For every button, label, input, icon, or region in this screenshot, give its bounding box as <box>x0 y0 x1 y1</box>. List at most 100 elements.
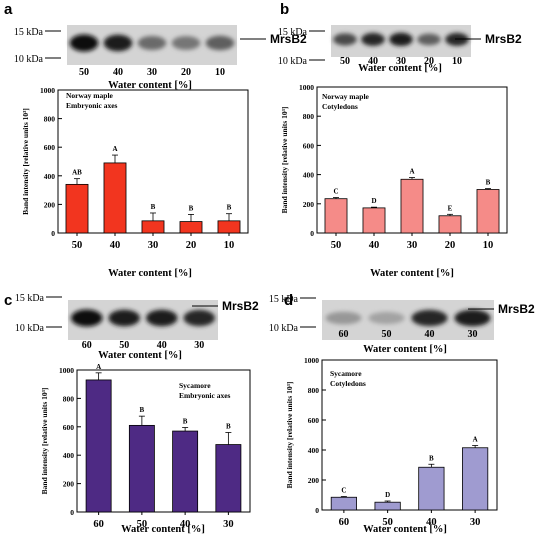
bar <box>362 207 386 234</box>
bar <box>400 178 424 234</box>
bar <box>215 444 242 513</box>
chart-annotation: Embryonic axes <box>66 101 118 110</box>
y-tick-label: 200 <box>44 200 56 209</box>
lane-label: 50 <box>119 340 129 351</box>
y-tick-label: 0 <box>51 229 55 238</box>
blot-band <box>205 35 235 51</box>
x-tick-label: 50 <box>137 519 148 530</box>
x-tick-label: 30 <box>470 517 481 528</box>
lane-label: 40 <box>113 67 123 78</box>
blot-band <box>361 32 385 46</box>
lane-label: 30 <box>396 56 406 67</box>
blot-xlabel: Water content [%] <box>108 80 192 91</box>
blot-xlabel: Water content [%] <box>358 63 442 74</box>
y-tick-label: 200 <box>308 476 320 485</box>
x-tick-label: 40 <box>369 240 380 251</box>
lane-label: 40 <box>157 340 167 351</box>
lane-label: 60 <box>82 340 92 351</box>
marker-10kda: 10 kDa <box>15 323 45 334</box>
chart-annotation: Embryonic axes <box>179 391 231 400</box>
y-tick-label: 400 <box>44 172 56 181</box>
lane-label: 40 <box>368 56 378 67</box>
protein-label: MrsB2 <box>222 299 259 313</box>
significance-letter: D <box>371 197 376 205</box>
y-tick-label: 600 <box>44 143 56 152</box>
x-tick-label: 10 <box>483 240 494 251</box>
significance-letter: B <box>183 418 188 426</box>
bar <box>438 215 462 234</box>
significance-letter: B <box>486 179 491 187</box>
x-axis-label: Water content [%] <box>370 268 454 279</box>
y-tick-label: 1000 <box>304 356 319 365</box>
lane-label: 60 <box>339 329 349 340</box>
plot-frame <box>76 369 251 513</box>
significance-letter: E <box>448 204 453 212</box>
bar <box>418 466 445 511</box>
lane-label: 50 <box>79 67 89 78</box>
bar <box>141 220 165 234</box>
lane-label: 30 <box>468 329 478 340</box>
significance-letter: A <box>473 436 478 444</box>
significance-letter: B <box>226 422 231 430</box>
y-tick-label: 0 <box>315 506 319 515</box>
marker-15kda: 15 kDa <box>15 293 45 304</box>
marker-10kda: 10 kDa <box>14 54 44 65</box>
significance-letter: A <box>112 145 117 153</box>
blot-band <box>411 309 448 327</box>
significance-letter: AB <box>72 169 82 177</box>
panel-c: c 15 kDa 10 kDa MrsB2 60 50 40 30 Water content … <box>4 292 259 535</box>
significance-letter: D <box>385 491 390 499</box>
bar <box>217 220 241 234</box>
lane-label: 10 <box>215 67 225 78</box>
x-tick-label: 30 <box>223 519 234 530</box>
blot-band <box>333 33 357 46</box>
x-tick-label: 40 <box>426 517 437 528</box>
chart-annotation: Norway maple <box>66 91 114 100</box>
panel-letter: d <box>284 292 293 309</box>
protein-label: MrsB2 <box>270 32 307 46</box>
y-tick-label: 800 <box>308 386 320 395</box>
lane-label: 50 <box>340 56 350 67</box>
lane-label: 20 <box>181 67 191 78</box>
chart-annotation: Cotyledons <box>322 102 358 111</box>
chart-annotation: Sycamore <box>330 369 362 378</box>
blot-band <box>325 311 362 325</box>
marker-15kda: 15 kDa <box>14 27 44 38</box>
blot-band <box>389 32 413 47</box>
significance-letter: A <box>96 363 101 371</box>
marker-10kda: 10 kDa <box>278 56 308 67</box>
lane-label: 30 <box>147 67 157 78</box>
y-axis-label: Band intensity [relative units 10³] <box>21 108 30 215</box>
blot-band <box>454 309 491 327</box>
bar <box>324 198 348 234</box>
marker-15kda: 15 kDa <box>278 27 308 38</box>
western-blot <box>322 300 494 340</box>
y-tick-label: 600 <box>303 141 315 150</box>
blot-xlabel: Water content [%] <box>98 350 182 361</box>
chart-annotation: Cotyledons <box>330 379 366 388</box>
y-tick-label: 0 <box>70 508 74 517</box>
y-tick-label: 400 <box>303 171 315 180</box>
x-tick-label: 20 <box>445 240 456 251</box>
lane-label: 30 <box>194 340 204 351</box>
blot-band <box>108 309 140 327</box>
western-blot <box>67 25 237 65</box>
blot-band <box>103 34 133 52</box>
y-tick-label: 0 <box>310 229 314 238</box>
y-tick-label: 600 <box>308 416 320 425</box>
x-tick-label: 30 <box>407 240 418 251</box>
protein-label: MrsB2 <box>498 302 535 316</box>
significance-letter: B <box>151 203 156 211</box>
plot-frame <box>321 359 498 511</box>
x-tick-label: 50 <box>331 240 342 251</box>
y-tick-label: 200 <box>303 200 315 209</box>
y-tick-label: 400 <box>308 446 320 455</box>
significance-letter: B <box>189 204 194 212</box>
lane-label: 50 <box>382 329 392 340</box>
panel-b: b 15 kDa 10 kDa MrsB2 50 40 30 20 10 Water conten… <box>278 1 522 279</box>
bar <box>462 447 489 511</box>
blot-band <box>146 309 178 327</box>
blot-xlabel: Water content [%] <box>363 344 447 355</box>
blot-band <box>368 311 405 325</box>
